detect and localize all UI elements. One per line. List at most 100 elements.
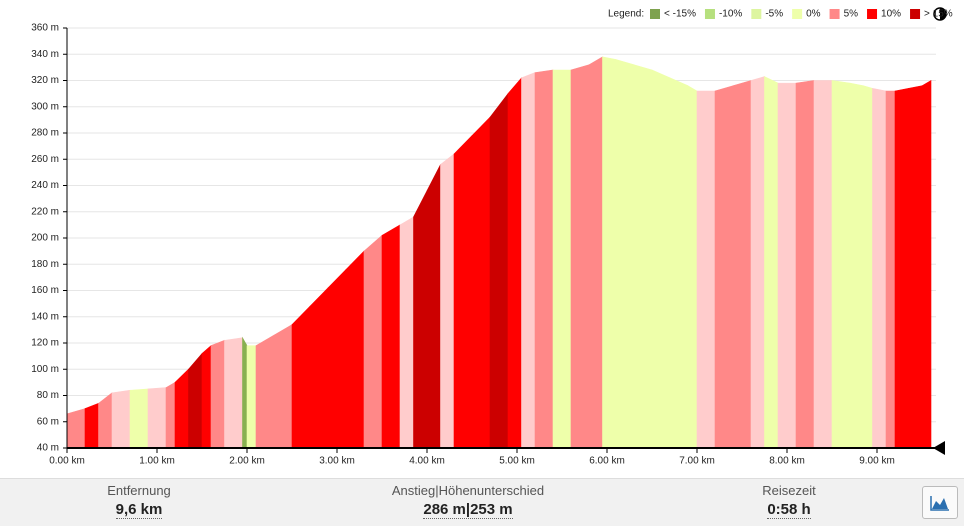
- grade-segment: [246, 345, 257, 449]
- grade-segment: [602, 56, 617, 449]
- legend-swatch: [792, 9, 803, 19]
- y-tick-label: 200 m: [31, 233, 59, 244]
- y-tick-label: 60 m: [37, 416, 59, 427]
- x-tick-label: 6.00 km: [589, 456, 625, 467]
- chart: Legend: 40 m 60 m 80 m 100 m 120 m 140 m 160 m…: [31, 7, 953, 467]
- grade-segment: [750, 76, 765, 449]
- grade-segment: [399, 216, 414, 449]
- x-tick-label: 8.00 km: [769, 456, 805, 467]
- y-tick-label: 80 m: [37, 390, 59, 401]
- x-tick-label: 4.00 km: [409, 456, 445, 467]
- y-tick-label: 140 m: [31, 311, 59, 322]
- grade-segment: [696, 90, 716, 449]
- legend-swatch: [829, 9, 840, 19]
- grade-segment: [885, 90, 896, 449]
- footer: Entfernung 9,6 km Anstieg|Höhenunterschie…: [0, 478, 964, 526]
- contrast-icon[interactable]: [933, 7, 947, 21]
- grade-segment: [872, 88, 887, 449]
- grade-segment: [188, 352, 203, 449]
- grade-segment: [273, 324, 293, 449]
- grade-segment: [777, 82, 797, 449]
- grade-segment: [345, 250, 365, 449]
- y-tick-label: 180 m: [31, 259, 59, 270]
- x-tick-label: 7.00 km: [679, 456, 715, 467]
- y-tick-label: 160 m: [31, 285, 59, 296]
- grade-segment: [921, 79, 932, 449]
- grade-segment: [174, 368, 189, 449]
- y-tick-label: 240 m: [31, 180, 59, 191]
- y-tick-label: 280 m: [31, 128, 59, 139]
- x-tick-label: 5.00 km: [499, 456, 535, 467]
- grade-segment: [863, 85, 873, 449]
- grade-segment: [552, 69, 572, 449]
- x-tick-label: 2.00 km: [229, 456, 265, 467]
- legend-label: 0%: [806, 9, 821, 20]
- grade-segment: [309, 287, 329, 449]
- legend-title: Legend:: [608, 9, 644, 20]
- grade-segment: [255, 334, 275, 449]
- y-tick-label: 320 m: [31, 75, 59, 86]
- grade-segment: [669, 77, 689, 449]
- stat: Anstieg|Höhenunterschied 286 m|253 m: [391, 483, 545, 519]
- legend-swatch: [751, 9, 762, 19]
- grade-segment: [291, 305, 311, 449]
- y-tick-label: 100 m: [31, 364, 59, 375]
- y-tick-label: 300 m: [31, 101, 59, 112]
- y-tick-label: 120 m: [31, 338, 59, 349]
- grade-segment: [633, 64, 653, 449]
- legend-label: < -15%: [664, 9, 696, 20]
- legend-label: -10%: [719, 9, 742, 20]
- grade-segment: [426, 164, 441, 449]
- x-tick-label: 3.00 km: [319, 456, 355, 467]
- grade-segment: [453, 134, 473, 449]
- grade-segment: [588, 56, 603, 449]
- grade-segment: [489, 92, 509, 449]
- grade-segment: [201, 344, 212, 449]
- x-tick-label: 0.00 km: [49, 456, 85, 467]
- grade-segment: [363, 234, 383, 449]
- grade-segment: [615, 59, 635, 449]
- grade-segment: [651, 69, 671, 449]
- grade-segment: [795, 80, 815, 449]
- legend-label: -5%: [765, 9, 783, 20]
- grade-segment: [687, 85, 698, 449]
- legend-label: 5%: [844, 9, 859, 20]
- grade-segment: [147, 387, 167, 449]
- stat: Entfernung 9,6 km: [107, 483, 171, 519]
- y-tick-label: 40 m: [37, 443, 59, 454]
- legend-label: 10%: [881, 9, 901, 20]
- legend-swatch: [650, 9, 660, 19]
- grade-segment: [908, 85, 923, 449]
- grade-segment: [570, 64, 590, 449]
- grade-segment: [98, 392, 113, 449]
- end-marker: [933, 441, 945, 455]
- grade-segment: [813, 80, 833, 449]
- profile-button[interactable]: [922, 486, 958, 519]
- grade-segment: [521, 72, 536, 449]
- legend-swatch: [910, 9, 921, 19]
- x-tick-label: 9.00 km: [859, 456, 895, 467]
- grade-segment: [714, 85, 734, 449]
- grade-segment: [534, 69, 554, 449]
- grade-segment: [66, 408, 86, 449]
- y-tick-label: 220 m: [31, 206, 59, 217]
- stat: Reisezeit 0:58 h: [762, 483, 816, 519]
- grade-segment: [732, 80, 752, 449]
- grade-segment: [381, 224, 401, 449]
- grade-segment: [831, 80, 851, 449]
- grade-segment: [849, 82, 864, 449]
- grade-segment: [210, 339, 225, 449]
- grade-segment: [413, 190, 428, 449]
- grade-segment: [894, 88, 909, 449]
- y-tick-label: 360 m: [31, 23, 59, 34]
- y-tick-label: 260 m: [31, 154, 59, 165]
- legend-swatch: [704, 9, 715, 19]
- grade-segment: [507, 77, 522, 449]
- grade-segment: [440, 153, 455, 449]
- grade-segment: [764, 76, 779, 449]
- grade-segment: [84, 402, 99, 449]
- grade-segment: [224, 337, 243, 449]
- y-tick-label: 340 m: [31, 49, 59, 60]
- grade-segment: [111, 389, 131, 449]
